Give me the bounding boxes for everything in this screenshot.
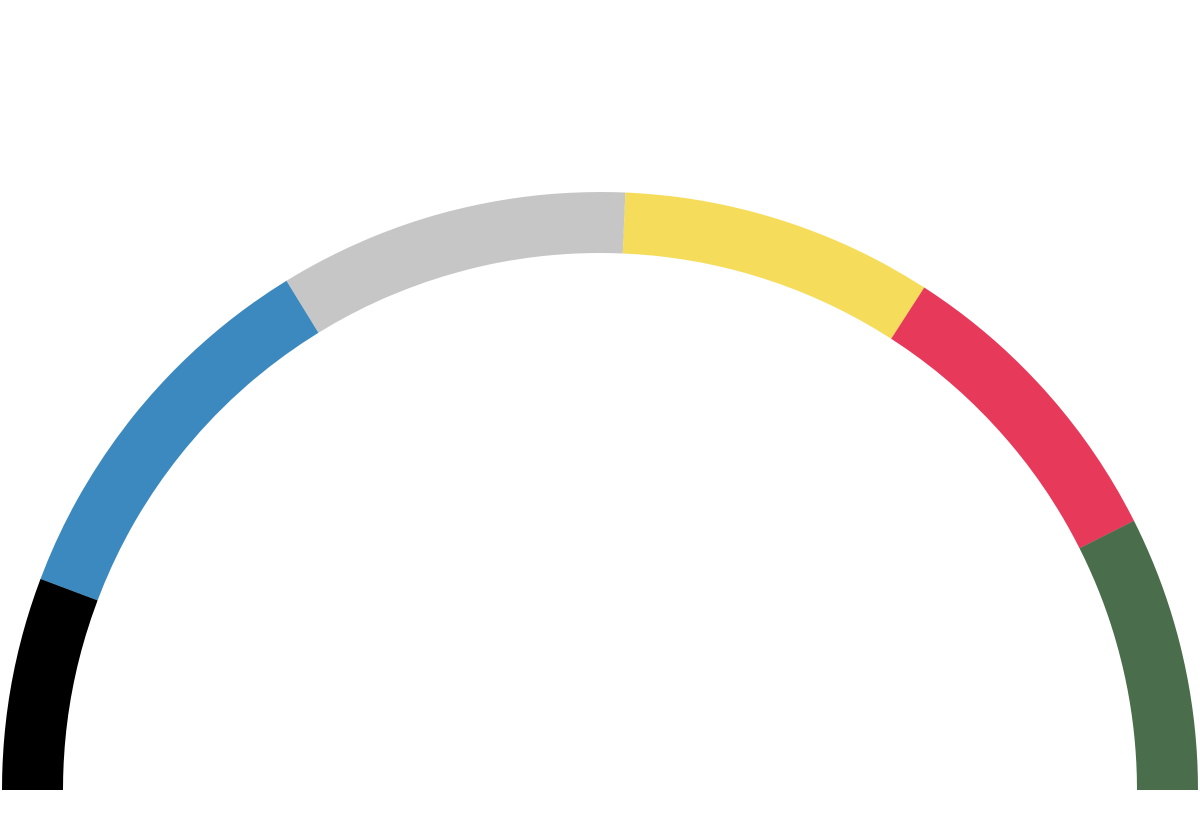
arc-segment-5 — [891, 287, 1134, 549]
arc-segment-2 — [40, 280, 319, 601]
arc-segment-4 — [622, 192, 925, 339]
arc-segment-3 — [286, 192, 626, 333]
arc-segment-1 — [1, 578, 98, 790]
arc-segment-6 — [1079, 520, 1198, 790]
arc-segments — [1, 192, 1198, 790]
